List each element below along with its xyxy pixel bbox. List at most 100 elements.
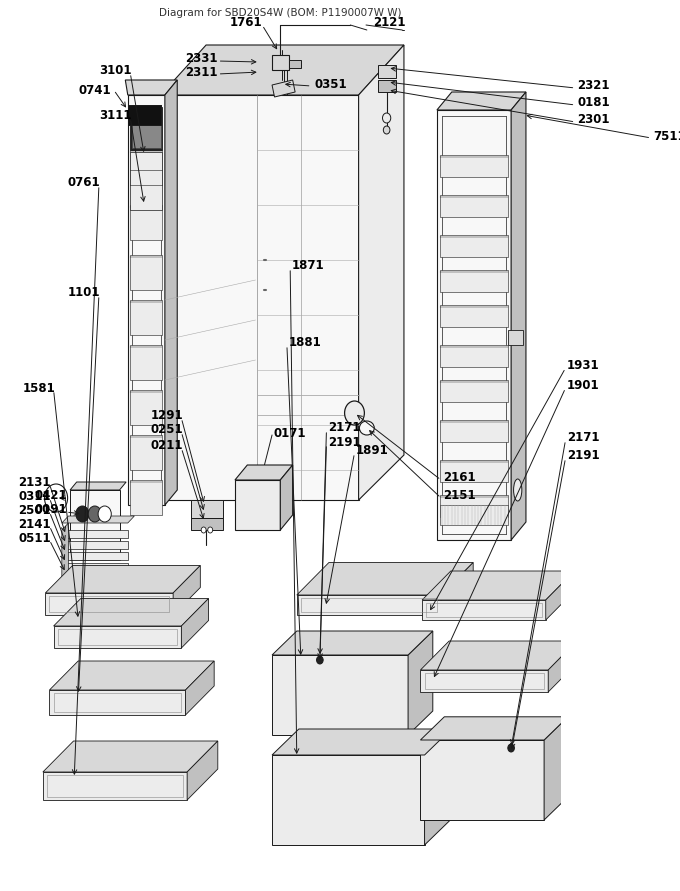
Text: 7511: 7511 (653, 129, 680, 143)
Text: 2311: 2311 (185, 66, 218, 78)
Text: 2151: 2151 (443, 488, 475, 502)
Polygon shape (420, 670, 548, 692)
Text: 0511: 0511 (18, 532, 51, 544)
Circle shape (384, 126, 390, 134)
Polygon shape (420, 716, 568, 740)
Text: Diagram for SBD20S4W (BOM: P1190007W W): Diagram for SBD20S4W (BOM: P1190007W W) (159, 8, 401, 18)
Text: 1871: 1871 (292, 258, 324, 272)
Polygon shape (131, 150, 163, 185)
Polygon shape (440, 155, 508, 177)
Polygon shape (131, 435, 163, 470)
Text: 0211: 0211 (150, 438, 183, 452)
Text: 2121: 2121 (373, 15, 406, 29)
Text: 1761: 1761 (230, 15, 262, 29)
Polygon shape (441, 562, 473, 615)
Polygon shape (131, 390, 163, 425)
Circle shape (345, 401, 364, 425)
Polygon shape (296, 595, 441, 615)
Polygon shape (43, 741, 218, 772)
Polygon shape (440, 420, 508, 442)
Polygon shape (437, 92, 526, 110)
Polygon shape (511, 92, 526, 540)
Polygon shape (424, 729, 452, 845)
Polygon shape (191, 500, 222, 518)
Polygon shape (54, 599, 209, 626)
Text: 0421: 0421 (35, 488, 67, 502)
Polygon shape (377, 65, 396, 78)
Polygon shape (440, 270, 508, 292)
Text: 0171: 0171 (273, 427, 306, 439)
Polygon shape (186, 661, 214, 715)
Polygon shape (173, 566, 201, 615)
Polygon shape (296, 562, 473, 595)
Text: 2301: 2301 (577, 112, 609, 126)
Polygon shape (408, 631, 432, 735)
Polygon shape (128, 95, 165, 505)
Polygon shape (160, 95, 358, 500)
Text: 2171: 2171 (328, 421, 360, 434)
Circle shape (317, 656, 323, 664)
Text: 0251: 0251 (150, 422, 183, 436)
Polygon shape (160, 45, 404, 95)
Polygon shape (440, 305, 508, 327)
Text: 2501: 2501 (18, 503, 51, 517)
Polygon shape (46, 566, 201, 593)
Polygon shape (358, 45, 404, 500)
Text: 0351: 0351 (315, 78, 347, 91)
Polygon shape (272, 55, 288, 70)
Polygon shape (131, 152, 163, 210)
Text: 3111: 3111 (99, 109, 132, 121)
Circle shape (88, 506, 101, 522)
Polygon shape (62, 563, 128, 571)
Text: 2131: 2131 (18, 476, 51, 488)
Polygon shape (235, 465, 292, 480)
Text: 2141: 2141 (18, 518, 51, 530)
Polygon shape (187, 741, 218, 800)
Polygon shape (440, 495, 508, 517)
Polygon shape (272, 80, 295, 97)
Polygon shape (128, 105, 160, 125)
Polygon shape (546, 571, 575, 620)
Text: 1581: 1581 (22, 381, 55, 395)
Polygon shape (70, 490, 120, 560)
Polygon shape (132, 109, 160, 148)
Polygon shape (420, 641, 577, 670)
Circle shape (98, 506, 112, 522)
Polygon shape (280, 465, 292, 530)
Polygon shape (191, 518, 222, 530)
Text: 2171: 2171 (567, 430, 600, 444)
Polygon shape (235, 480, 280, 530)
Text: 0181: 0181 (577, 95, 610, 109)
Polygon shape (70, 482, 126, 490)
Circle shape (76, 506, 89, 522)
Polygon shape (62, 530, 128, 538)
Polygon shape (62, 523, 69, 582)
Polygon shape (508, 330, 523, 345)
Polygon shape (544, 716, 568, 820)
Polygon shape (62, 574, 128, 582)
Polygon shape (440, 460, 508, 482)
Polygon shape (420, 740, 544, 820)
Polygon shape (50, 690, 186, 715)
Text: 2191: 2191 (567, 448, 600, 462)
Circle shape (44, 484, 67, 512)
Circle shape (208, 527, 213, 533)
Polygon shape (131, 205, 163, 240)
Polygon shape (131, 345, 163, 380)
Text: 2161: 2161 (443, 470, 475, 484)
Text: 0741: 0741 (79, 84, 112, 96)
Polygon shape (62, 552, 128, 560)
Circle shape (508, 744, 514, 752)
Polygon shape (288, 60, 301, 68)
Text: 1891: 1891 (356, 444, 389, 456)
Polygon shape (272, 729, 452, 755)
Text: 0091: 0091 (35, 503, 67, 516)
Ellipse shape (513, 479, 522, 501)
Text: 1931: 1931 (567, 358, 600, 372)
Polygon shape (272, 655, 408, 735)
Text: 1881: 1881 (288, 336, 321, 348)
Polygon shape (165, 80, 177, 505)
Polygon shape (437, 110, 511, 540)
Polygon shape (131, 255, 163, 290)
Polygon shape (131, 300, 163, 335)
